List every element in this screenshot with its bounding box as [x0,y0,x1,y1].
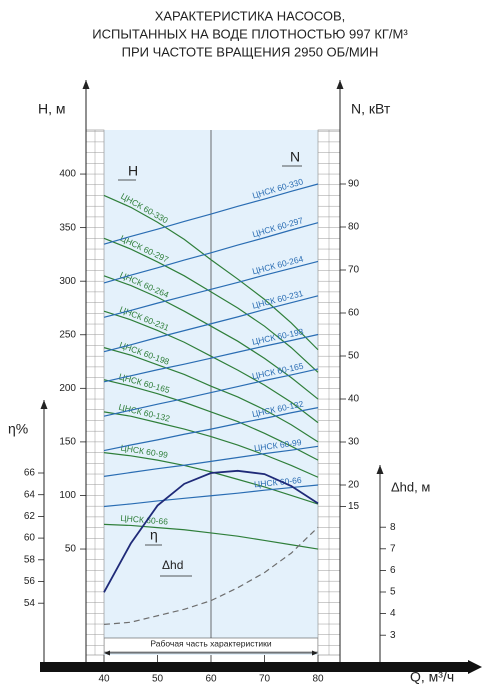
x-axis-arrow [468,660,482,674]
y2-axis-arrow [336,80,344,89]
series-line [103,333,319,383]
series-line [103,295,319,353]
chart-title: ХАРАКТЕРИСТИКА НАСОСОВ, [155,8,346,23]
tick-label: 66 [24,468,36,479]
tick-label: 400 [59,169,76,180]
curve-annotation: Δhd [162,558,183,572]
tick-label: 50 [65,544,77,555]
series-line [103,368,319,417]
y3-axis-label: η% [8,421,28,437]
tick-label: 30 [348,437,360,448]
working-range-label: Рабочая часть характеристики [150,638,271,648]
x-tick-label: 40 [98,674,110,685]
x-tick-label: 50 [152,674,164,685]
series-line [103,469,319,593]
series-line [103,526,319,625]
tick-label: 4 [390,608,396,619]
series-line [103,194,319,351]
tick-label: 150 [59,437,76,448]
tick-label: 300 [59,276,76,287]
y4-axis-label: Δhd, м [391,479,430,494]
tick-label: 6 [390,565,396,576]
x-axis-bar [40,662,468,672]
tick-label: 70 [348,265,360,276]
tick-label: 80 [348,222,360,233]
x-tick-box [95,673,113,685]
series-line [103,222,319,284]
series-line [103,407,319,452]
tick-label: 350 [59,222,76,233]
x-tick-box [148,673,167,685]
tick-label: 90 [348,179,360,190]
series-line [103,183,319,245]
tick-label: 58 [24,554,36,565]
series-line [103,445,319,477]
series-line [103,310,319,424]
tick-label: 56 [24,576,36,587]
x-tick-label: 80 [312,674,324,685]
x-tick-label: 60 [205,674,217,685]
chart-title: ПРИ ЧАСТОТЕ ВРАЩЕНИЯ 2950 ОБ/МИН [122,44,379,59]
y4-axis-arrow [376,465,384,474]
series-line [103,347,319,443]
series-line [103,484,319,508]
y2-axis-label: N, кВт [351,101,391,117]
tick-label: 60 [348,308,360,319]
series-line [103,275,319,400]
series-line [103,523,319,550]
y-axis-arrow [82,80,90,89]
tick-label: 50 [348,351,360,362]
tick-label: 3 [390,630,396,641]
curve-annotation: η [150,527,158,543]
tick-label: 20 [348,480,360,491]
tick-label: 8 [390,522,396,533]
series-line [103,260,319,318]
curve-label: ЦНСК 60-66 [120,513,169,527]
chart-title: ИСПЫТАННЫХ НА ВОДЕ ПЛОТНОСТЬЮ 997 КГ/М³ [92,26,408,41]
x-tick-box [255,673,274,685]
tick-label: 54 [24,598,36,609]
series-line [103,237,319,373]
tick-label: 15 [348,501,360,512]
tick-label: 7 [390,543,396,554]
x-tick-label: 70 [259,674,271,685]
tick-label: 5 [390,587,396,598]
y-axis-label: H, м [38,101,66,117]
x-tick-box [309,673,327,685]
series-line [103,411,319,478]
curve-annotation: H [128,163,138,179]
tick-label: 62 [24,511,36,522]
tick-label: 250 [59,329,76,340]
tick-label: 200 [59,383,76,394]
tick-label: 60 [24,533,36,544]
tick-label: 64 [24,489,36,500]
y3-axis-arrow [40,400,48,409]
series-line [103,452,319,505]
x-tick-box [202,673,220,685]
tick-label: 40 [348,394,360,405]
series-line [103,379,319,461]
x-axis-label: Q, м³/ч [410,669,454,685]
curve-annotation: N [290,149,300,165]
tick-label: 100 [59,490,76,501]
